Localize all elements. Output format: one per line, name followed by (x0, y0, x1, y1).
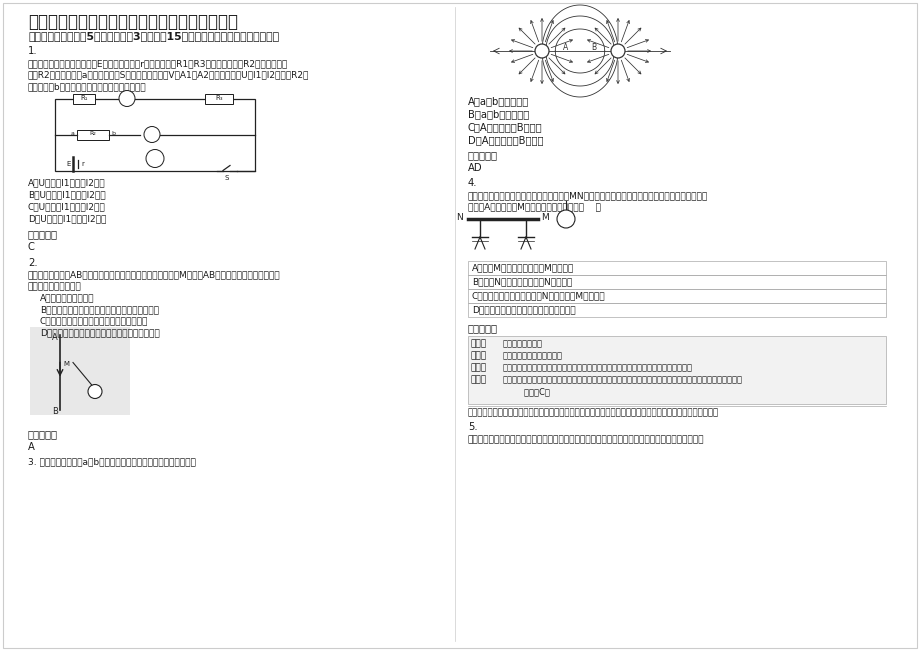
Text: 滑动触点向b端移动，则三个电表示数的变化情况: 滑动触点向b端移动，则三个电表示数的变化情况 (28, 82, 146, 91)
Text: C．两端的验电箔都张开，且N端带负电，M端带正电: C．两端的验电箔都张开，且N端带负电，M端带正电 (471, 291, 605, 300)
Bar (30, 327, 130, 415)
Text: 考点：: 考点： (471, 339, 486, 348)
Text: A．a、b为异种电荷: A．a、b为异种电荷 (468, 96, 528, 106)
Text: C．A点场强大于B点场强: C．A点场强大于B点场强 (468, 122, 542, 132)
Bar (55, 98, 255, 171)
Text: B: B (591, 44, 596, 53)
Text: 点评：感应带电，这是使物体带电的一种方法，根据异种电荷互相吸引的原理可知，靠近的一端会带异种电荷。: 点评：感应带电，这是使物体带电的一种方法，根据异种电荷互相吸引的原理可知，靠近的… (468, 408, 719, 417)
Text: C．小球受磁场力作用，方向与导线垂直向左: C．小球受磁场力作用，方向与导线垂直向左 (40, 316, 148, 326)
Text: A．U增大，I1增大，I2不变: A．U增大，I1增大，I2不变 (28, 178, 106, 187)
Text: C: C (28, 243, 35, 253)
Text: 参考答案：: 参考答案： (28, 230, 58, 240)
Text: D．A点电势高于B点电势: D．A点电势高于B点电势 (468, 135, 543, 145)
Text: 解答：: 解答： (471, 375, 486, 384)
Circle shape (535, 44, 549, 58)
Text: 一、选择题：本题共5小题，每小题3分，共计15分，每小题只有一个选项符合题意: 一、选择题：本题共5小题，每小题3分，共计15分，每小题只有一个选项符合题意 (28, 31, 278, 41)
Bar (77, 130, 108, 139)
Text: 静电场中的导体。: 静电场中的导体。 (503, 339, 542, 348)
Text: A: A (124, 93, 130, 102)
Text: a: a (539, 46, 544, 55)
Text: 1.: 1. (28, 46, 38, 56)
Circle shape (144, 126, 160, 143)
Text: 贵州省遵义市新中中学高二物理联考试卷含解析: 贵州省遵义市新中中学高二物理联考试卷含解析 (28, 13, 238, 31)
Circle shape (146, 150, 164, 167)
Text: a: a (71, 131, 75, 136)
Text: 电场力与电势的性质专题。: 电场力与电势的性质专题。 (503, 351, 562, 360)
Text: 拔选：C。: 拔选：C。 (503, 387, 550, 396)
Circle shape (556, 210, 574, 228)
Text: B．a、b为同种电荷: B．a、b为同种电荷 (468, 109, 528, 119)
Text: r: r (81, 161, 84, 167)
Bar (468, 275, 885, 289)
Text: R₃: R₃ (215, 94, 222, 100)
Bar (468, 289, 885, 303)
Text: -q: -q (92, 388, 97, 393)
Text: N: N (456, 214, 462, 223)
Text: 3. 如图所示为点电荷a、b所形成的电场线分布，以下说法正确的是: 3. 如图所示为点电荷a、b所形成的电场线分布，以下说法正确的是 (28, 458, 196, 467)
Text: 参考答案：: 参考答案： (28, 430, 58, 439)
Text: B．只有N端验电箔张开，且N端带正电: B．只有N端验电箔张开，且N端带正电 (471, 277, 572, 286)
Text: b: b (111, 131, 115, 136)
Text: 参考答案：: 参考答案： (468, 323, 497, 333)
Text: M: M (540, 214, 548, 223)
Text: 解：金属导体处在负电荷的电场中，由于静电感应现象，弹头导体的右端感应出正电荷，在导体的左端会出现: 解：金属导体处在负电荷的电场中，由于静电感应现象，弹头导体的右端感应出正电荷，在… (503, 375, 743, 384)
Circle shape (119, 90, 135, 107)
Text: A．只有M端验电箔张开，且M端带正电: A．只有M端验电箔张开，且M端带正电 (471, 263, 573, 272)
Text: 2.: 2. (28, 258, 38, 268)
Text: A: A (28, 443, 35, 452)
Text: E: E (66, 161, 71, 167)
Text: A: A (149, 129, 154, 138)
Text: A: A (52, 333, 58, 342)
Text: 参考答案：: 参考答案： (468, 150, 497, 160)
Text: AD: AD (468, 163, 482, 173)
Text: A: A (562, 214, 568, 223)
Bar (468, 303, 885, 317)
Text: R₂: R₂ (89, 131, 96, 136)
Text: 分析：: 分析： (471, 363, 486, 372)
Text: 根据静电感应可以判断金属导体的感应的电荷的情况，从而可以判断导体带电的情况。: 根据静电感应可以判断金属导体的感应的电荷的情况，从而可以判断导体带电的情况。 (503, 363, 692, 372)
Text: （单选）长直导线AB附近有一带电的小球，由绝缘细绳悬挂在M点，当AB中通以如图所示的恒定电流: （单选）长直导线AB附近有一带电的小球，由绝缘细绳悬挂在M点，当AB中通以如图所… (28, 271, 280, 279)
Text: B．小球受磁场力作用，方向与导线垂直朝向纸外: B．小球受磁场力作用，方向与导线垂直朝向纸外 (40, 305, 159, 314)
Text: D．两端的验电箔都张开，且两端都带正电: D．两端的验电箔都张开，且两端都带正电 (471, 305, 575, 314)
Text: 。当R2的滑动触点在a端时合上开关S，此时三个电表和V、A1、A2的示数分别为U、I1、I2，现将R2的: 。当R2的滑动触点在a端时合上开关S，此时三个电表和V、A1、A2的示数分别为U… (28, 70, 309, 79)
Text: 5.: 5. (468, 422, 477, 432)
Text: 4.: 4. (468, 178, 477, 188)
Circle shape (88, 385, 102, 398)
Text: D．小球受磁场力作用，方向与导线垂直指向纸里: D．小球受磁场力作用，方向与导线垂直指向纸里 (40, 328, 160, 337)
Text: b: b (615, 46, 619, 55)
Text: M: M (62, 361, 69, 368)
Text: 时，下列说法正确的是: 时，下列说法正确的是 (28, 282, 82, 291)
Bar (468, 336, 885, 404)
Circle shape (610, 44, 624, 58)
Text: V: V (152, 153, 158, 162)
Bar (73, 94, 95, 104)
Text: S: S (224, 174, 229, 180)
Text: R₁: R₁ (80, 94, 87, 100)
Text: （单选）右图是体育摄影中的成功之作，摄影师用自己的方式表达了运动的美。在摄影师眼中清晰的: （单选）右图是体育摄影中的成功之作，摄影师用自己的方式表达了运动的美。在摄影师眼… (468, 435, 704, 444)
Bar (205, 94, 233, 104)
Text: （单选）如图所示，原来不带电的金属导体MN，在其两端下面都悬挂着金属验电箔；若使带负电的: （单选）如图所示，原来不带电的金属导体MN，在其两端下面都悬挂着金属验电箔；若使… (468, 191, 708, 200)
Text: C．U减小，I1减小，I2增大: C．U减小，I1减小，I2增大 (28, 202, 106, 212)
Text: 金属球A靠近导体的M端，可能看到的现象是（    ）: 金属球A靠近导体的M端，可能看到的现象是（ ） (468, 202, 600, 212)
Text: （单选）在如图所示电路中，E为电源电动势，r为电源内阻，R1和R3均为定值电阻，R2为滑动变阻器: （单选）在如图所示电路中，E为电源电动势，r为电源内阻，R1和R3均为定值电阻，… (28, 59, 288, 68)
Text: A: A (562, 44, 568, 53)
Text: B: B (52, 406, 58, 415)
Text: D．U减小，I1减小，I2不变: D．U减小，I1减小，I2不变 (28, 214, 107, 223)
Bar (468, 261, 885, 275)
Text: A．小球不受磁场作用: A．小球不受磁场作用 (40, 294, 95, 303)
Text: 专题：: 专题： (471, 351, 486, 360)
Text: B．U增大，I1增大，I2减小: B．U增大，I1增大，I2减小 (28, 191, 106, 199)
